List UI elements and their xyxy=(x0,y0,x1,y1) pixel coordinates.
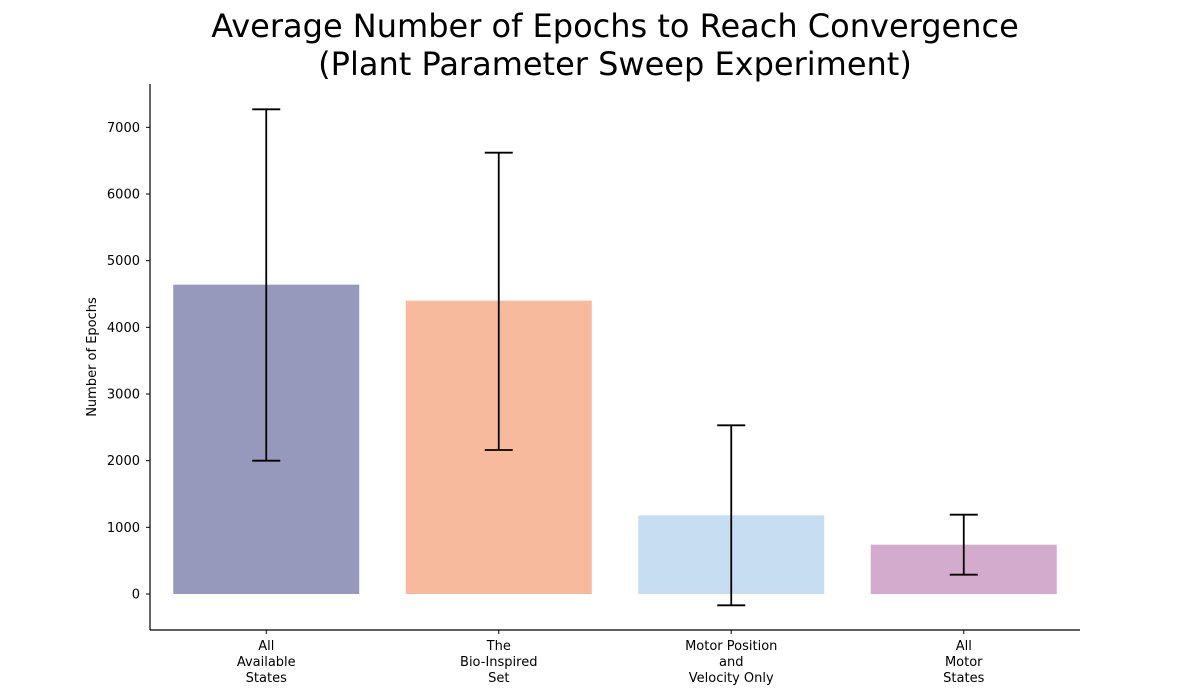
chart-title-line-1: Average Number of Epochs to Reach Conver… xyxy=(211,7,1019,45)
x-tick-label: All Available States xyxy=(237,639,296,686)
chart-title: Average Number of Epochs to Reach Conver… xyxy=(211,7,1019,83)
y-tick-label: 1000 xyxy=(107,521,140,536)
x-tick-label: The Bio-Inspired Set xyxy=(460,639,537,686)
y-tick-label: 2000 xyxy=(107,454,140,469)
x-axis-ticks: All Available States The Bio-Inspired Set Moto… xyxy=(237,630,985,686)
y-tick-label: 4000 xyxy=(107,321,140,336)
y-axis-label: Number of Epochs xyxy=(85,297,100,417)
y-axis-ticks: 0 1000 2000 3000 4000 5000 6000 7000 xyxy=(107,121,150,603)
y-tick-label: 6000 xyxy=(107,188,140,203)
bars xyxy=(173,284,1057,594)
error-bars xyxy=(252,108,978,607)
chart-title-line-2: (Plant Parameter Sweep Experiment) xyxy=(318,45,912,83)
y-tick-label: 7000 xyxy=(107,121,140,136)
y-tick-label: 5000 xyxy=(107,254,140,269)
x-tick-label: All Motor States xyxy=(943,639,984,686)
x-tick-label: Motor Position and Velocity Only xyxy=(685,639,777,686)
y-tick-label: 0 xyxy=(132,588,140,603)
y-tick-label: 3000 xyxy=(107,388,140,403)
